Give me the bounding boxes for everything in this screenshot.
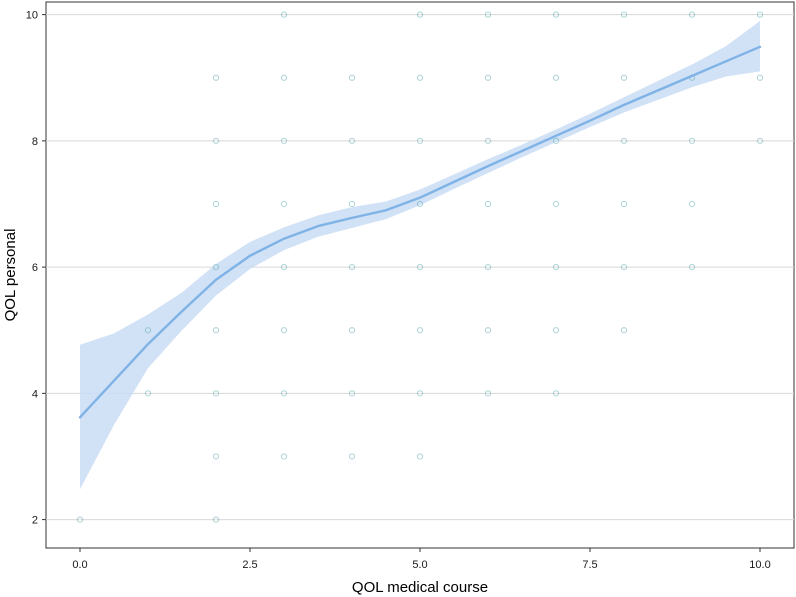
data-point: [416, 327, 424, 334]
gridlines: [46, 14, 794, 521]
data-point: [280, 453, 288, 460]
x-tick-label: 0.0: [72, 559, 87, 571]
data-point: [212, 74, 220, 81]
data-point: [348, 327, 356, 334]
data-point: [484, 390, 492, 397]
x-tick-label: 2.5: [242, 559, 257, 571]
data-point: [688, 200, 696, 208]
x-axis-title: QOL medical course: [352, 579, 488, 596]
data-point: [212, 327, 220, 334]
data-point: [416, 11, 424, 18]
data-point: [416, 137, 424, 144]
data-point: [280, 74, 288, 81]
data-point: [552, 137, 560, 144]
y-axis-title: QOL personal: [2, 229, 19, 322]
data-point: [688, 137, 696, 144]
data-point: [144, 327, 152, 334]
data-point: [212, 200, 220, 208]
data-point: [212, 516, 220, 523]
data-point: [688, 264, 696, 271]
data-point: [552, 390, 560, 397]
data-point: [484, 200, 492, 208]
data-point: [552, 200, 560, 208]
data-point: [620, 200, 628, 208]
y-tick-label: 10: [26, 10, 38, 22]
data-point: [76, 516, 84, 523]
data-point: [484, 327, 492, 334]
data-point: [484, 137, 492, 144]
data-point: [212, 137, 220, 144]
smooth-line-path: [78, 45, 762, 419]
data-point: [348, 200, 356, 208]
data-point: [212, 453, 220, 460]
data-point: [620, 11, 628, 18]
x-tick-label: 7.5: [582, 559, 597, 571]
data-point: [348, 74, 356, 81]
smooth-line: [78, 45, 762, 419]
data-point: [212, 264, 220, 271]
data-point: [484, 11, 492, 18]
y-tick-label: 8: [32, 136, 38, 148]
data-point: [280, 327, 288, 334]
data-point: [280, 200, 288, 208]
data-point: [280, 11, 288, 18]
data-point: [348, 137, 356, 144]
data-point: [416, 74, 424, 81]
y-tick-label: 4: [32, 388, 38, 400]
data-point: [416, 200, 424, 208]
data-points: [76, 11, 764, 523]
data-point: [484, 74, 492, 81]
data-point: [416, 264, 424, 271]
x-axis: 0.0 2.5 5.0 7.5 10.0: [72, 548, 771, 571]
data-point: [620, 74, 628, 81]
x-tick-label: 10.0: [749, 559, 770, 571]
data-point: [620, 327, 628, 334]
data-point: [484, 264, 492, 271]
ribbon-area: [80, 20, 760, 490]
data-point: [280, 264, 288, 271]
data-point: [552, 74, 560, 81]
data-point: [688, 11, 696, 18]
data-point: [416, 453, 424, 460]
y-tick-label: 6: [32, 262, 38, 274]
y-tick-label: 2: [32, 515, 38, 527]
data-point: [552, 11, 560, 18]
confidence-ribbon: [80, 20, 760, 490]
data-point: [280, 137, 288, 144]
data-point: [416, 390, 424, 397]
data-point: [756, 137, 764, 144]
data-point: [212, 390, 220, 397]
data-point: [144, 390, 152, 397]
data-point: [552, 264, 560, 271]
y-axis: 2 4 6 8 10: [26, 10, 46, 527]
data-point: [348, 390, 356, 397]
data-point: [756, 11, 764, 18]
data-point: [348, 453, 356, 460]
data-point: [348, 264, 356, 271]
data-point: [552, 327, 560, 334]
data-point: [280, 390, 288, 397]
data-point: [620, 137, 628, 144]
x-tick-label: 5.0: [412, 559, 427, 571]
data-point: [756, 74, 764, 81]
data-point: [620, 264, 628, 271]
